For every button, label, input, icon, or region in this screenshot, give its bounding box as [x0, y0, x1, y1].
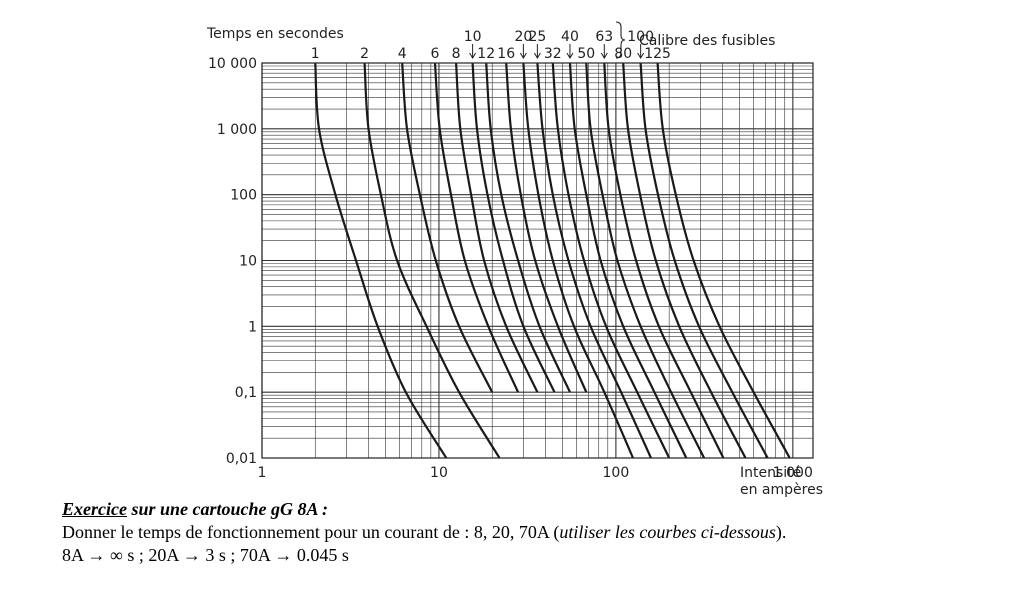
y-tick-label: 1 000 — [217, 122, 257, 138]
x-tick-label: 1 000 — [773, 465, 813, 481]
fuse-curve-2 — [363, 62, 501, 459]
fuse-label-50: 50 — [577, 46, 595, 62]
fuse-arrow-10 — [469, 44, 477, 59]
x-tick-label: 100 — [603, 465, 630, 481]
chart-grid — [261, 63, 813, 459]
fuse-curve-10 — [471, 62, 556, 393]
exercise-answer: 8A → ∞ s ; 20A → 3 s ; 70A → 0.045 s — [62, 545, 349, 565]
y-axis-title: Temps en secondes — [206, 26, 344, 42]
plot-frame — [261, 62, 814, 459]
x-axis-title-line1: Intensité — [740, 465, 801, 481]
fuse-arrow-40 — [566, 44, 574, 59]
fuse-arrow-100 — [637, 44, 645, 59]
fuse-label-125: 125 — [644, 46, 671, 62]
x-tick-labels: 1 10 100 1 000 — [258, 465, 813, 481]
fuse-label-6: 6 — [431, 46, 440, 62]
fuse-curve-80 — [622, 62, 747, 459]
y-tick-label: 0,01 — [226, 451, 257, 467]
fuse-curve-12 — [485, 62, 571, 393]
legend-brace — [615, 21, 626, 59]
exercise-hint: utiliser les courbes ci-dessous — [559, 522, 776, 542]
exercise-title: Exercice sur une cartouche gG 8A : — [62, 499, 329, 519]
fuse-label-16: 16 — [497, 46, 515, 62]
fuse-curve-16 — [505, 62, 588, 393]
fuse-curve-4 — [401, 62, 494, 393]
y-tick-label: 0,1 — [235, 385, 257, 401]
fuse-curve-8 — [455, 62, 539, 393]
legend-title: Calibre des fusibles — [639, 33, 775, 49]
fuse-curve-100 — [639, 62, 769, 459]
fuse-label-80: 80 — [614, 46, 632, 62]
fuse-curve-20 — [522, 62, 635, 459]
exercise-block: Exercice sur une cartouche gG 8A : Donne… — [62, 498, 1012, 567]
fuse-label-25: 25 — [528, 29, 546, 45]
fuse-curve-50 — [585, 62, 706, 459]
fuse-curve-40 — [568, 62, 688, 459]
fuse-curve-125 — [656, 62, 791, 459]
x-tick-label: 1 — [258, 465, 267, 481]
y-tick-labels: 10 000 1 000 100 10 1 0,1 0,01 — [208, 56, 257, 467]
fuse-label-20: 20 — [514, 29, 532, 45]
fuse-curve-25 — [536, 62, 653, 459]
fuse-label-10: 10 — [464, 29, 482, 45]
fuse-label-1: 1 — [311, 46, 320, 62]
x-axis-title-line2: en ampères — [740, 482, 823, 498]
fuse-curve-32 — [551, 62, 671, 459]
fuse-arrow-20 — [519, 44, 527, 59]
fuse-curve-6 — [433, 62, 520, 393]
fuse-arrow-25 — [533, 44, 541, 59]
y-tick-label: 1 — [248, 319, 257, 335]
fuse-label-32: 32 — [544, 46, 562, 62]
fuse-label-100: 100 — [627, 29, 654, 45]
y-tick-label: 10 — [239, 254, 257, 270]
fuse-curve-63 — [603, 62, 725, 459]
fuse-label-8: 8 — [452, 46, 461, 62]
exercise-question: Donner le temps de fonctionnement pour u… — [62, 522, 787, 542]
y-tick-label: 100 — [230, 188, 257, 204]
y-tick-label: 10 000 — [208, 56, 257, 72]
x-tick-label: 10 — [430, 465, 448, 481]
fuse-label-63: 63 — [595, 29, 613, 45]
fuse-label-12: 12 — [477, 46, 495, 62]
fuse-label-2: 2 — [360, 46, 369, 62]
fuse-curve-1 — [314, 62, 448, 459]
fuse-arrow-63 — [600, 44, 608, 59]
fuse-time-current-chart: Temps en secondes 10 000 1 000 100 10 1 0,1 0,… — [206, 21, 823, 498]
fuse-label-4: 4 — [398, 46, 407, 62]
exercise-title-line: Exercice sur une cartouche gG 8A : — [62, 498, 1012, 521]
fuse-curves — [314, 62, 791, 459]
fuse-label-40: 40 — [561, 29, 579, 45]
